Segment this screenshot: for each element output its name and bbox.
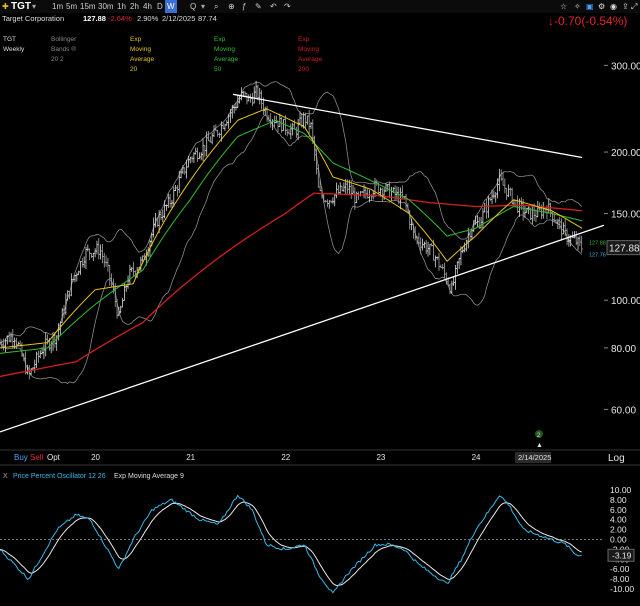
time-tick-label: 22 [281, 453, 290, 462]
price-tick-label: 200.00 [611, 148, 640, 159]
ema-small-label-b: 127.76 [589, 253, 606, 259]
ema-small-label-a: 127.88 [589, 241, 606, 247]
legend-bollinger[interactable]: Bollinger Bands ® 20 2 [51, 36, 77, 63]
event-marker-icon: ▲ [536, 442, 543, 449]
share-icon[interactable]: ⇪ [622, 2, 629, 11]
ppo-tick-label: -6.00 [610, 564, 630, 574]
timeframe-2h[interactable]: 2h [130, 2, 139, 11]
quote-info-bar: Target Corporation 127.88 -2.64% 2.90% 2… [0, 13, 640, 28]
legend-chart-name[interactable]: TGT Weekly [3, 36, 25, 53]
trendline-support [0, 224, 605, 433]
quote-date: 2/12/2025 [162, 14, 196, 23]
search-icon[interactable]: ⌕ [214, 2, 219, 11]
star-icon[interactable]: ☆ [560, 2, 568, 11]
time-tick-label: 24 [472, 453, 481, 462]
time-axis: 20 21 22 23 24 [91, 453, 481, 462]
legend-ema200[interactable]: Exp Moving Average 200 [298, 36, 323, 73]
symbol-status-icon: ✚ [2, 2, 9, 11]
timeframe-4h[interactable]: 4h [143, 2, 152, 11]
fullscreen-icon[interactable]: ⤢ [631, 2, 638, 11]
draw-icon[interactable]: ✎ [255, 2, 262, 11]
alert-icon[interactable]: ✧ [574, 2, 581, 11]
oscillator-axis: -10.00-8.00-6.00-4.00-2.000.002.004.006.… [610, 485, 634, 594]
log-scale-toggle[interactable]: Log [608, 453, 625, 464]
time-tick-label: 21 [186, 453, 195, 462]
earnings-event-count[interactable]: 2 [537, 433, 541, 439]
ppo-line [0, 494, 582, 594]
timeframe-1m[interactable]: 1m [52, 2, 64, 11]
oscillator-title[interactable]: Price Percent Oscillator 12 26 [13, 473, 106, 480]
ppo-last-label: -3.19 [612, 550, 632, 560]
camera-icon[interactable]: ◉ [610, 2, 617, 11]
indicators-icon[interactable]: ƒ [242, 2, 247, 11]
change-percent: -2.64% [108, 14, 132, 23]
toolbar: ✚ TGT ▾ 1m 5m 15m 30m 1h 2h 4h D W Q ▾ ⌕… [0, 0, 640, 13]
ppo-last-box [607, 548, 635, 562]
stat-value-1: 2.90% [137, 14, 159, 23]
timeframe-more-icon[interactable]: ▾ [201, 2, 206, 11]
options-button[interactable]: Opt [47, 453, 61, 462]
bollinger-lower [0, 114, 582, 385]
undo-icon[interactable]: ↶ [270, 2, 277, 11]
ppo-signal-line [0, 501, 582, 586]
timeframe-1h[interactable]: 1h [117, 2, 126, 11]
timeframe-d[interactable]: D [157, 2, 163, 11]
ema200-line [0, 192, 583, 378]
buy-button[interactable]: Buy [14, 453, 28, 462]
ppo-tick-label: -10.00 [610, 584, 634, 594]
price-tick-label: 60.00 [611, 405, 636, 416]
last-price-label: 127.88 [609, 244, 640, 255]
ema20-line [0, 108, 583, 349]
settings-icon[interactable]: ⚙ [598, 2, 606, 11]
trendline-resistance [232, 93, 583, 159]
price-bars [0, 80, 583, 380]
last-price: 127.88 [83, 14, 106, 23]
ppo-tick-label: 6.00 [610, 505, 627, 515]
ppo-tick-label: 4.00 [610, 515, 627, 525]
sell-button[interactable]: Sell [30, 453, 44, 462]
date-marker: 2/14/2025 [518, 453, 551, 462]
timeframe-q[interactable]: Q [190, 2, 197, 11]
bollinger-upper [0, 81, 582, 344]
price-tick-label: 150.00 [611, 210, 640, 221]
ppo-tick-label: 8.00 [610, 495, 627, 505]
date-marker-box [515, 452, 551, 463]
symbol-dropdown-icon[interactable]: ▾ [32, 2, 37, 11]
oscillator-signal-label[interactable]: Exp Moving Average 9 [114, 473, 184, 480]
ppo-tick-label: -8.00 [610, 574, 630, 584]
legend-ema50[interactable]: Exp Moving Average 50 [214, 36, 239, 73]
ppo-tick-label: 10.00 [610, 485, 632, 495]
layout-icon[interactable]: ▣ [586, 2, 594, 11]
day-change: ↓-0.70(-0.54%) [548, 14, 628, 28]
ppo-tick-label: 0.00 [610, 535, 627, 545]
timeframe-5m[interactable]: 5m [66, 2, 78, 11]
price-axis: 60.00 80.00 100.00 150.00 200.00 300.00 [604, 61, 640, 416]
ema50-line [0, 119, 583, 354]
ppo-last-tag: -3.19 [607, 548, 635, 562]
oscillator-close-icon[interactable]: X [3, 473, 8, 480]
price-tick-label: 100.00 [611, 296, 640, 307]
company-name: Target Corporation [2, 14, 65, 23]
time-tick-label: 23 [376, 453, 385, 462]
stat-value-2: 87.74 [198, 14, 217, 23]
legend-ema20[interactable]: Exp Moving Average 20 [130, 36, 155, 73]
compare-icon[interactable]: ⊕ [228, 2, 235, 11]
time-tick-label: 20 [91, 453, 100, 462]
redo-icon[interactable]: ↷ [284, 2, 291, 11]
bollinger-bands [0, 81, 582, 385]
price-tick-label: 300.00 [611, 61, 640, 72]
price-tick-label: 80.00 [611, 344, 636, 355]
ppo-tick-label: 2.00 [610, 525, 627, 535]
timeframe-30m[interactable]: 30m [98, 2, 114, 11]
timeframe-w[interactable]: W [165, 0, 177, 13]
timeframe-15m[interactable]: 15m [80, 2, 96, 11]
last-price-box [606, 240, 640, 256]
symbol-input[interactable]: TGT [11, 1, 31, 12]
earnings-event-icon [535, 430, 543, 438]
